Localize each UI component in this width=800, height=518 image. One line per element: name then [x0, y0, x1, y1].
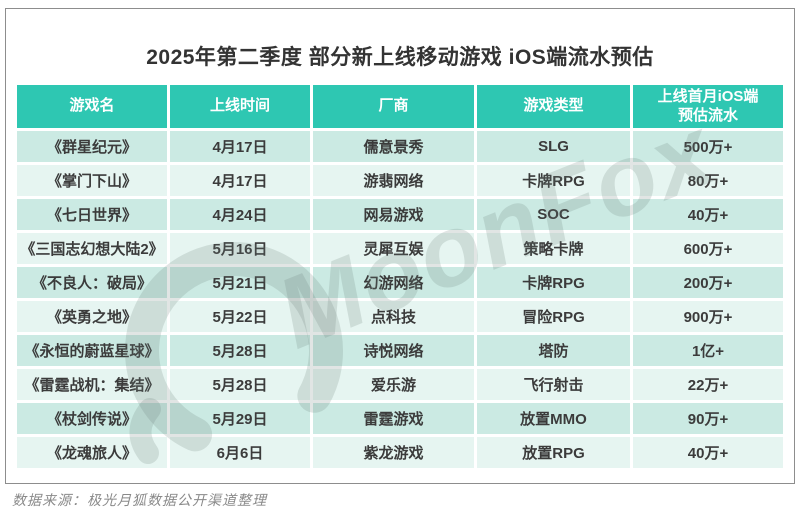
cell-revenue: 22万+ — [633, 369, 783, 400]
cell-revenue: 90万+ — [633, 403, 783, 434]
cell-game-name: 《杖剑传说》 — [17, 403, 167, 434]
cell-revenue: 1亿+ — [633, 335, 783, 366]
cell-revenue: 40万+ — [633, 199, 783, 230]
header-publisher: 厂商 — [313, 85, 474, 128]
cell-game-name: 《雷霆战机：集结》 — [17, 369, 167, 400]
cell-game-type: SOC — [477, 199, 630, 230]
cell-game-name: 《群星纪元》 — [17, 131, 167, 162]
cell-publisher: 儒意景秀 — [313, 131, 474, 162]
cell-game-name: 《永恒的蔚蓝星球》 — [17, 335, 167, 366]
cell-launch-date: 5月29日 — [170, 403, 310, 434]
cell-publisher: 紫龙游戏 — [313, 437, 474, 468]
cell-game-type: SLG — [477, 131, 630, 162]
cell-launch-date: 5月22日 — [170, 301, 310, 332]
cell-publisher: 爱乐游 — [313, 369, 474, 400]
cell-game-type: 冒险RPG — [477, 301, 630, 332]
table-header-row: 游戏名 上线时间 厂商 游戏类型 上线首月iOS端 预估流水 — [17, 85, 783, 128]
cell-game-type: 策略卡牌 — [477, 233, 630, 264]
cell-launch-date: 5月28日 — [170, 369, 310, 400]
table-row: 《群星纪元》 4月17日 儒意景秀 SLG 500万+ — [17, 131, 783, 162]
table-row: 《杖剑传说》 5月29日 雷霆游戏 放置MMO 90万+ — [17, 403, 783, 434]
cell-launch-date: 5月28日 — [170, 335, 310, 366]
cell-launch-date: 5月21日 — [170, 267, 310, 298]
cell-game-name: 《龙魂旅人》 — [17, 437, 167, 468]
cell-revenue: 500万+ — [633, 131, 783, 162]
table-row: 《七日世界》 4月24日 网易游戏 SOC 40万+ — [17, 199, 783, 230]
cell-publisher: 诗悦网络 — [313, 335, 474, 366]
cell-game-type: 放置RPG — [477, 437, 630, 468]
table-row: 《三国志幻想大陆2》 5月16日 灵犀互娱 策略卡牌 600万+ — [17, 233, 783, 264]
cell-launch-date: 5月16日 — [170, 233, 310, 264]
cell-launch-date: 6月6日 — [170, 437, 310, 468]
cell-revenue: 600万+ — [633, 233, 783, 264]
cell-game-type: 飞行射击 — [477, 369, 630, 400]
table-row: 《龙魂旅人》 6月6日 紫龙游戏 放置RPG 40万+ — [17, 437, 783, 468]
infographic-card: 2025年第二季度 部分新上线移动游戏 iOS端流水预估 游戏名 上线时间 厂商… — [5, 8, 795, 484]
cell-game-name: 《三国志幻想大陆2》 — [17, 233, 167, 264]
cell-game-name: 《英勇之地》 — [17, 301, 167, 332]
cell-game-name: 《掌门下山》 — [17, 165, 167, 196]
cell-launch-date: 4月24日 — [170, 199, 310, 230]
cell-publisher: 点科技 — [313, 301, 474, 332]
header-game-name: 游戏名 — [17, 85, 167, 128]
cell-game-type: 卡牌RPG — [477, 165, 630, 196]
cell-publisher: 幻游网络 — [313, 267, 474, 298]
cell-publisher: 雷霆游戏 — [313, 403, 474, 434]
table-row: 《英勇之地》 5月22日 点科技 冒险RPG 900万+ — [17, 301, 783, 332]
cell-launch-date: 4月17日 — [170, 165, 310, 196]
cell-game-name: 《七日世界》 — [17, 199, 167, 230]
cell-revenue: 200万+ — [633, 267, 783, 298]
cell-revenue: 40万+ — [633, 437, 783, 468]
header-first-month-revenue: 上线首月iOS端 预估流水 — [633, 85, 783, 128]
cell-game-type: 塔防 — [477, 335, 630, 366]
table-row: 《雷霆战机：集结》 5月28日 爱乐游 飞行射击 22万+ — [17, 369, 783, 400]
table-row: 《不良人：破局》 5月21日 幻游网络 卡牌RPG 200万+ — [17, 267, 783, 298]
cell-game-type: 卡牌RPG — [477, 267, 630, 298]
page-title: 2025年第二季度 部分新上线移动游戏 iOS端流水预估 — [146, 46, 654, 69]
cell-revenue: 80万+ — [633, 165, 783, 196]
cell-publisher: 网易游戏 — [313, 199, 474, 230]
cell-game-type: 放置MMO — [477, 403, 630, 434]
table-row: 《永恒的蔚蓝星球》 5月28日 诗悦网络 塔防 1亿+ — [17, 335, 783, 366]
revenue-table: 游戏名 上线时间 厂商 游戏类型 上线首月iOS端 预估流水 《群星纪元》 4月… — [17, 85, 783, 471]
header-game-type: 游戏类型 — [477, 85, 630, 128]
cell-game-name: 《不良人：破局》 — [17, 267, 167, 298]
cell-publisher: 游翡网络 — [313, 165, 474, 196]
cell-publisher: 灵犀互娱 — [313, 233, 474, 264]
cell-revenue: 900万+ — [633, 301, 783, 332]
table-row: 《掌门下山》 4月17日 游翡网络 卡牌RPG 80万+ — [17, 165, 783, 196]
header-launch-date: 上线时间 — [170, 85, 310, 128]
data-source-note: 数据来源：极光月狐数据公开渠道整理 — [12, 492, 267, 508]
cell-launch-date: 4月17日 — [170, 131, 310, 162]
